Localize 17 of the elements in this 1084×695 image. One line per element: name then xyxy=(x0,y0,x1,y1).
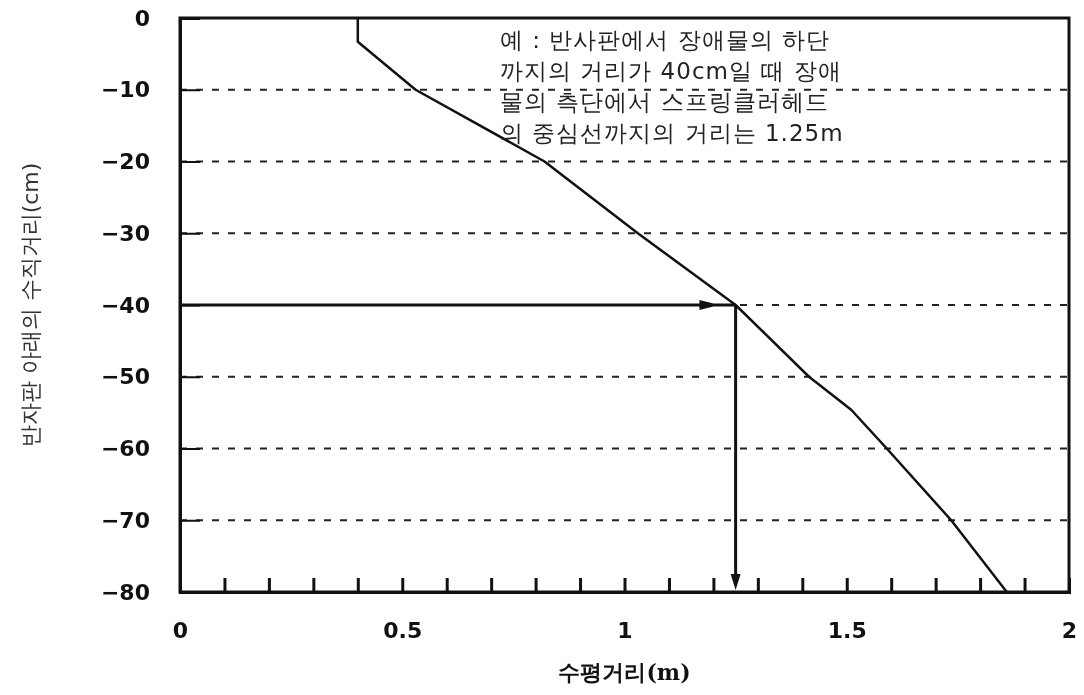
x-tick-label: 0.5 xyxy=(383,617,423,643)
y-tick-label: −60 xyxy=(100,436,150,462)
y-tick-label: −50 xyxy=(100,364,150,390)
x-tick-label: 0 xyxy=(172,617,189,643)
x-tick-label: 1.5 xyxy=(827,617,867,643)
x-tick-label: 1 xyxy=(617,617,633,643)
x-tick-label: 2 xyxy=(1061,617,1078,643)
annotation: 예 : 반사판에서 장애물의 하단 까지의 거리가 40cm일 때 장애 물의 측단에서 스프링클러헤드 의 중심선까지의 거리는 1.25m xyxy=(500,27,844,146)
y-axis-title: 반자판 아래의 수직거리(cm) xyxy=(18,162,43,448)
y-tick-label: −30 xyxy=(100,220,150,246)
y-tick-label: −80 xyxy=(100,579,150,605)
y-tick-label: −40 xyxy=(100,292,150,318)
y-tick-label: 0 xyxy=(134,5,150,31)
y-tick-label: −20 xyxy=(100,149,150,175)
y-tick-label: −10 xyxy=(100,77,150,103)
x-axis-title: 수평거리(m) xyxy=(558,659,691,685)
y-tick-label: −70 xyxy=(100,507,150,533)
